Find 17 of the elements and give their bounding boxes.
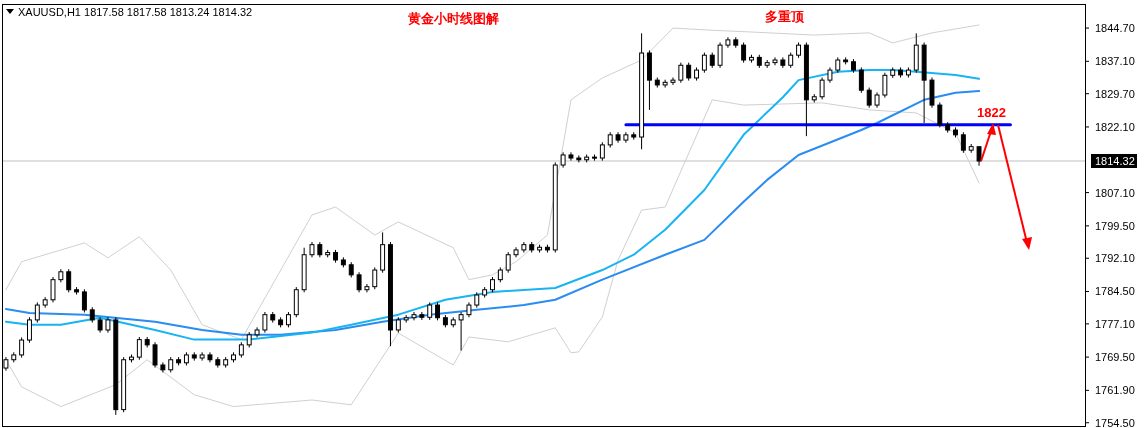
y-tick-label: 1822.10 [1095, 120, 1135, 133]
annotation: 多重顶 [765, 8, 805, 24]
y-tick-label: 1807.10 [1095, 186, 1135, 199]
y-tick-label: 1784.50 [1095, 285, 1135, 298]
y-tick-label: 1769.50 [1095, 351, 1135, 364]
y-tick-label: 1829.70 [1095, 87, 1135, 100]
annotation: 黄金小时线图解 [407, 10, 499, 26]
y-tick-label: 1761.90 [1095, 384, 1135, 397]
annotation: 1822 [977, 105, 1006, 121]
y-tick-label: 1837.10 [1095, 55, 1135, 68]
y-tick-label: 1799.50 [1095, 219, 1135, 232]
y-tick-label: 1777.10 [1095, 317, 1135, 330]
y-tick-label: 1844.70 [1095, 22, 1135, 35]
chart-title: XAUUSD,H1 1817.58 1817.58 1813.24 1814.32 [18, 6, 253, 18]
y-tick-label: 1754.50 [1095, 416, 1135, 428]
ref-line-label: 1814.32 [1095, 155, 1135, 167]
y-tick-label: 1792.10 [1095, 252, 1135, 265]
